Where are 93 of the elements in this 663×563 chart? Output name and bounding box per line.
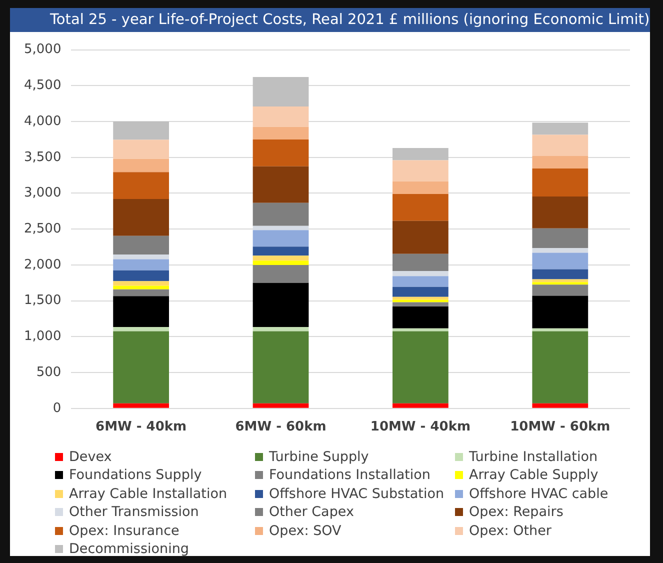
bar xyxy=(252,256,309,261)
bar xyxy=(113,172,170,199)
bar xyxy=(532,228,588,248)
bar xyxy=(252,166,309,203)
bar xyxy=(392,302,448,307)
bar xyxy=(392,181,448,194)
bar xyxy=(252,139,309,166)
bar xyxy=(392,300,448,302)
bar xyxy=(113,327,170,332)
bar xyxy=(113,122,170,140)
bar xyxy=(532,296,588,328)
bar xyxy=(532,403,588,408)
legend-label: Offshore HVAC cable xyxy=(469,486,608,502)
bar xyxy=(532,248,588,253)
chart-title: Total 25 - year Life-of-Project Costs, Real 2021 £ millions (ignoring Economic Limit) xyxy=(10,8,650,32)
bar xyxy=(532,168,588,196)
bar xyxy=(113,281,170,286)
bar xyxy=(532,252,588,270)
bar xyxy=(113,140,170,159)
bar xyxy=(392,254,448,272)
legend-label: Offshore HVAC Substation xyxy=(269,486,444,502)
legend-label: Decommissioning xyxy=(69,541,189,558)
legend-label: Foundations Installation xyxy=(269,467,430,484)
y-tick-label: 5,000 xyxy=(24,42,62,58)
bar xyxy=(252,331,309,404)
bar xyxy=(532,156,588,168)
y-tick-label: 4,000 xyxy=(24,114,62,129)
y-tick-label: 1,500 xyxy=(24,293,62,308)
bar xyxy=(532,284,588,296)
bar xyxy=(113,198,170,236)
bar xyxy=(532,134,588,156)
bar xyxy=(532,331,588,404)
bar xyxy=(392,276,448,287)
bar xyxy=(252,106,309,127)
x-tick-label: 6MW - 40km xyxy=(96,420,187,435)
bar xyxy=(392,306,448,328)
bar xyxy=(392,194,448,221)
legend-label: Opex: Insurance xyxy=(69,522,180,539)
legend-label: Devex xyxy=(69,448,112,465)
legend-label: Other Capex xyxy=(269,504,354,520)
y-tick-label: 4,500 xyxy=(24,78,62,94)
y-tick-label: 2,000 xyxy=(24,257,62,272)
bar xyxy=(252,282,309,327)
y-tick-label: 1,000 xyxy=(24,329,62,344)
legend-label: Opex: SOV xyxy=(269,522,342,539)
bar xyxy=(392,160,448,182)
x-tick-label: 10MW - 60km xyxy=(510,420,610,435)
bar xyxy=(252,403,309,408)
bar xyxy=(532,328,588,332)
bar xyxy=(113,286,170,290)
bar xyxy=(113,403,170,408)
legend-label: Opex: Other xyxy=(469,522,552,539)
bar xyxy=(392,403,448,408)
bar xyxy=(252,260,309,265)
bar xyxy=(392,148,448,160)
bar xyxy=(113,254,170,260)
bar xyxy=(113,259,170,270)
legend-label: Turbine Installation xyxy=(469,448,598,465)
bar xyxy=(252,327,309,332)
bar xyxy=(392,271,448,276)
bar xyxy=(392,331,448,404)
bar xyxy=(113,289,170,296)
bar xyxy=(252,246,309,256)
bar xyxy=(113,331,170,404)
bar xyxy=(532,282,588,285)
y-tick-label: 3,000 xyxy=(24,186,62,201)
bar xyxy=(113,296,170,327)
bar xyxy=(113,158,170,172)
bar xyxy=(532,269,588,280)
bar xyxy=(252,77,309,106)
y-tick-label: 500 xyxy=(36,364,62,380)
bar xyxy=(113,270,170,282)
bar xyxy=(252,230,309,247)
bar xyxy=(532,196,588,228)
legend-label: Opex: Repairs xyxy=(469,504,564,520)
x-tick-label: 10MW - 40km xyxy=(370,420,471,435)
bar xyxy=(392,328,448,332)
bar xyxy=(252,126,309,140)
bar xyxy=(252,202,309,226)
bar xyxy=(113,236,170,255)
y-tick-label: 2,500 xyxy=(24,221,62,236)
bar xyxy=(252,264,309,283)
legend-label: Foundations Supply xyxy=(69,467,202,484)
legend-label: Turbine Supply xyxy=(269,448,369,465)
bar xyxy=(532,122,588,135)
y-tick-label: 0 xyxy=(52,400,62,416)
bar xyxy=(392,220,448,254)
legend-label: Array Cable Installation xyxy=(69,486,228,502)
y-tick-label: 3,500 xyxy=(24,150,62,165)
legend-label: Other Transmission xyxy=(69,504,199,520)
bar xyxy=(392,286,448,297)
legend-label: Array Cable Supply xyxy=(469,467,598,484)
x-tick-label: 6MW - 60km xyxy=(235,420,326,435)
